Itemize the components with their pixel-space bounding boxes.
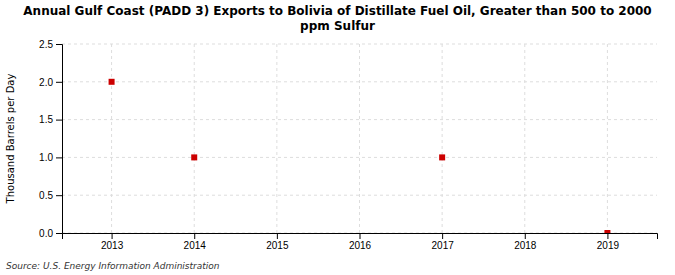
title: Annual Gulf Coast (PADD 3) Exports to Bo…	[23, 4, 651, 33]
grid-line-x	[607, 44, 608, 233]
point	[604, 230, 610, 233]
x-axis: 2013 2014 2015 2016 2017 2018 2019	[63, 233, 658, 251]
y-axis-tick-mark	[56, 44, 62, 45]
plot: 2013 2014 2015 2016 2017 2018 2019 0.0 0.5 1.0 1.5…	[39, 39, 657, 251]
title-line: Annual Gulf Coast (PADD 3) Exports to Bo…	[23, 4, 651, 18]
grid-line-y	[62, 119, 657, 120]
x-axis-tick-mark	[277, 233, 278, 239]
y-axis-tick: 2.0	[39, 77, 62, 88]
x-axis-tick-label: 2018	[514, 240, 537, 251]
grid-line-x	[276, 44, 277, 233]
x-axis-tick-label: 2013	[101, 240, 124, 251]
x-axis-tick-label: 2016	[349, 240, 372, 251]
grid-line-x	[524, 44, 525, 233]
y-axis-tick-label: 0.5	[39, 190, 53, 201]
grid-line-x	[194, 44, 195, 233]
chart-svg: Annual Gulf Coast (PADD 3) Exports to Bo…	[0, 0, 675, 275]
x-axis-tick: 2017	[432, 233, 455, 251]
x-axis-tick: 2013	[101, 233, 124, 251]
x-axis-tick: 2015	[266, 233, 289, 251]
y-axis-tick-mark	[56, 120, 62, 121]
y-axis-tick-mark	[56, 233, 62, 234]
source: Source: U.S. Energy Information Administ…	[6, 261, 220, 271]
chart-container: Annual Gulf Coast (PADD 3) Exports to Bo…	[0, 0, 675, 275]
title-line: ppm Sulfur	[300, 19, 375, 33]
y-axis-line	[56, 45, 63, 234]
y-axis-tick-label: 2.5	[39, 39, 53, 50]
y-axis-tick-mark	[56, 82, 62, 83]
x-axis-tick-label: 2015	[266, 240, 289, 251]
grid-line-x	[111, 44, 112, 233]
grid-line-x	[359, 44, 360, 233]
y-axis-tick-label: 1.0	[39, 152, 53, 163]
x-axis-tick: 2014	[184, 233, 207, 251]
x-axis-tick-mark	[525, 233, 526, 239]
y-axis-label: Thousand Barrels per Day	[5, 74, 16, 205]
x-axis-tick: 2019	[597, 233, 620, 251]
y-axis-tick: 0.5	[39, 190, 62, 201]
x-axis-line	[63, 234, 658, 240]
grid	[62, 44, 657, 233]
y-axis-tick-mark	[56, 195, 62, 196]
x-axis-tick-label: 2017	[432, 240, 455, 251]
y-axis-tick: 2.5	[39, 39, 62, 50]
x-axis-tick-mark	[442, 233, 443, 239]
y-axis-tick: 1.0	[39, 152, 62, 163]
y-axis: 0.0 0.5 1.0 1.5 2.0 2.5	[39, 39, 62, 239]
x-axis-tick-mark	[194, 233, 195, 239]
x-axis-tick-label: 2014	[184, 240, 207, 251]
y-axis-tick-label: 0.0	[39, 228, 53, 239]
point	[439, 154, 445, 160]
point	[109, 79, 115, 85]
point	[191, 154, 197, 160]
points	[109, 79, 611, 233]
y-axis-tick-label: 1.5	[39, 114, 53, 125]
y-axis-tick-mark	[56, 157, 62, 158]
x-axis-tick: 2018	[514, 233, 537, 251]
x-axis-tick-label: 2019	[597, 240, 620, 251]
x-axis-tick-mark	[112, 233, 113, 239]
x-axis-tick-mark	[607, 233, 608, 239]
y-axis-tick: 1.5	[39, 114, 62, 125]
grid-line-x	[442, 44, 443, 233]
x-axis-tick: 2016	[349, 233, 372, 251]
y-axis-tick-label: 2.0	[39, 77, 53, 88]
y-axis-tick: 0.0	[39, 228, 62, 239]
x-axis-tick-mark	[360, 233, 361, 239]
grid-line-y	[62, 157, 657, 158]
